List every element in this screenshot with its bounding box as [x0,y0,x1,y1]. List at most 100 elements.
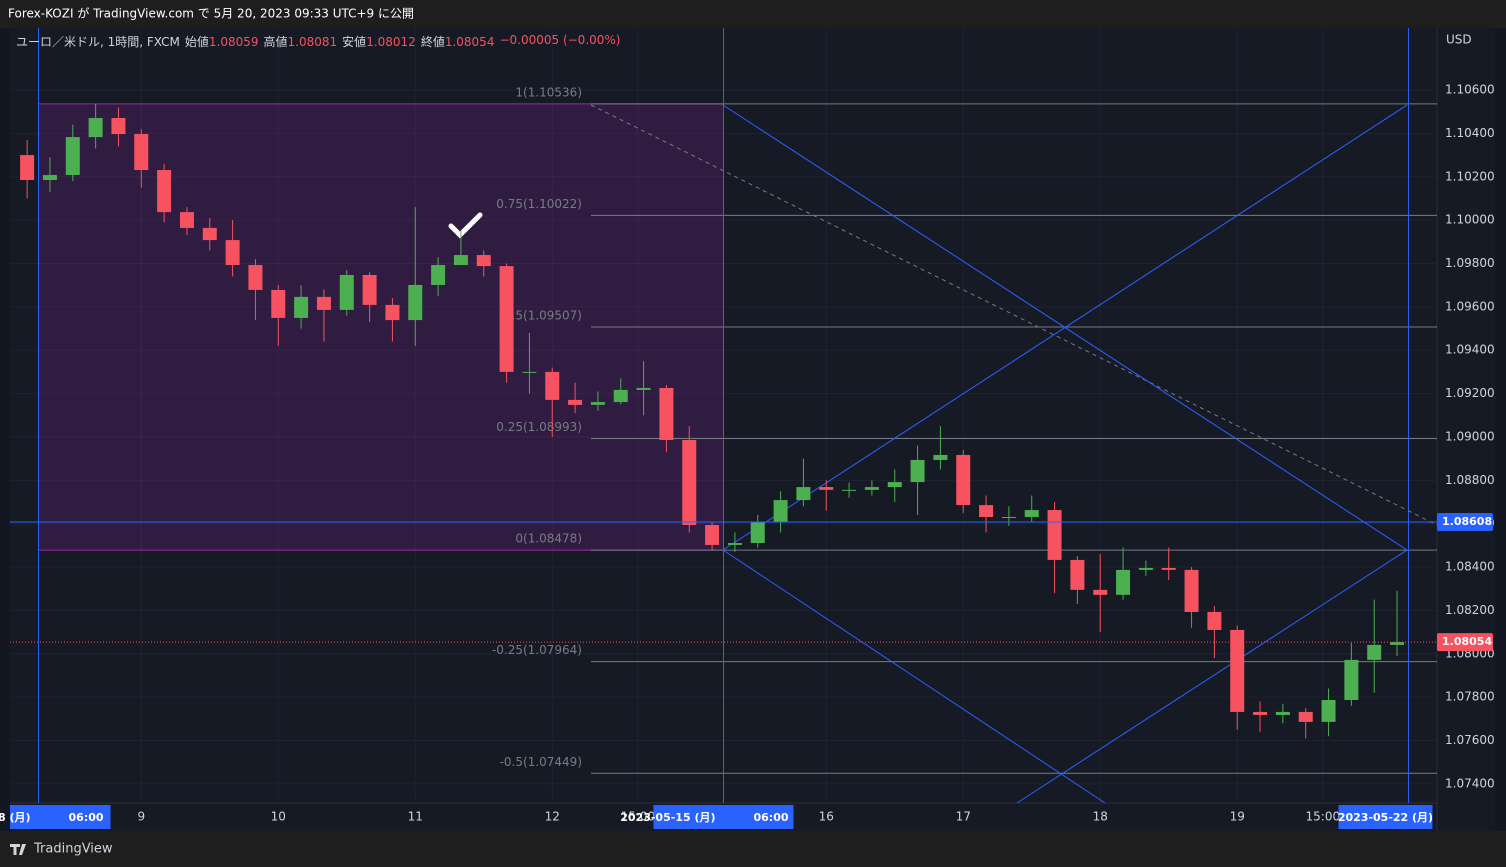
y-tick-label: 1.07600 [1445,733,1495,747]
candle-body [659,387,674,441]
candle-body [453,255,468,266]
candle-body [248,265,263,290]
candle-body [88,117,103,138]
candle-body [111,117,126,135]
time-badge-date: 2023-05-15 (月) [620,811,715,824]
legend-field: 安値1.08012 [342,33,416,50]
y-tick-label: 1.09800 [1445,256,1495,270]
fib-label: 0.25(1.08993) [496,420,582,434]
time-badge [1338,805,1433,829]
legend-field: 終値1.08054 [421,33,495,50]
time-badge-time: 06:00 [69,811,104,824]
check-mark [448,212,483,239]
legend-field: 高値1.08081 [264,33,338,50]
time-badge-date: 05-08 (月) [0,811,31,824]
currency: USD [1446,33,1472,47]
candle-body [1047,510,1062,560]
candle-body [1161,567,1176,570]
y-tick-label: 1.08200 [1445,603,1495,617]
time-badge-date: 2023-05-22 (月) [1338,811,1433,824]
y-tick-label: 1.07800 [1445,690,1495,704]
candle-body [157,170,172,213]
candle-body [636,387,651,390]
diagonal-line [1016,549,1408,804]
field-value: 1.08059 [208,35,259,49]
price-badge [1437,512,1493,531]
candle-body [864,487,879,490]
candle-body [225,240,240,266]
candle-body [682,440,697,526]
candle-body [750,521,765,544]
candle-body [42,175,57,181]
candle-body [1390,642,1405,645]
candle-body [134,134,149,171]
candle-body [1001,516,1016,518]
candle-body [796,487,811,501]
y-tick-label: 1.09400 [1445,343,1495,357]
y-tick-label: 1.08400 [1445,560,1495,574]
price-badge [1437,633,1493,652]
candle-body [65,137,80,176]
legend-change: −0.00005 (−0.00%) [499,33,621,47]
legend-field: 始値1.08059 [185,33,259,50]
candle-body [910,459,925,483]
candle-body [1253,711,1268,715]
candle-body [887,482,902,488]
field-value: 1.08081 [287,35,338,49]
fib-label: 0.75(1.10022) [496,197,582,211]
candle-body [1298,711,1313,722]
candle-body [1230,629,1245,712]
candle-body [705,525,720,545]
time-badge [10,805,111,829]
fib-label: -0.5(1.07449) [500,755,582,769]
legend-symbol: ユーロ／米ドル, 1時間, FXCM [16,35,180,49]
candle-body [613,389,628,403]
candle-body [408,284,423,321]
candle-body [1207,611,1222,630]
candle-body [819,487,834,490]
diagonal-line [722,549,1106,804]
fib-label: 0.5(1.09507) [504,309,582,323]
candle-body [979,505,994,517]
candle-body [431,265,446,285]
x-tick-label: 15:00 [621,810,656,824]
fib-label: 0(1.08478) [515,532,582,546]
logo [10,844,26,855]
candle-body [545,371,560,400]
candle-body [1344,659,1359,700]
candle-body [568,399,583,405]
time-badge [653,805,794,829]
x-tick-label: 12 [545,810,560,824]
x-tick-label: 19 [1230,810,1245,824]
candle-body [522,371,537,373]
fib-label: -0.25(1.07964) [492,643,582,657]
x-tick-label: 17 [956,810,971,824]
diagonal-line [722,104,1408,551]
candle-body [1070,559,1085,590]
candle-body [1321,699,1336,722]
price-badge-label: 1.08608 [1442,515,1492,528]
candle-body [933,454,948,460]
candle-body [294,296,309,318]
candle-body [179,212,194,228]
candle-body [956,454,971,506]
x-tick-label: 16 [819,810,834,824]
candle-body [202,227,217,241]
candle-body [1093,589,1108,595]
y-tick-label: 1.09600 [1445,299,1495,313]
candle-body [727,543,742,545]
y-tick-label: 1.08800 [1445,473,1495,487]
candle-body [842,489,857,491]
field-name: 始値 [184,35,209,49]
y-tick-label: 1.10400 [1445,126,1495,140]
y-tick-label: 1.10000 [1445,213,1495,227]
time-badge-time: 06:00 [754,811,789,824]
candle-body [271,289,286,318]
footer-bar [0,831,1506,867]
candle-body [20,155,35,181]
fib-label: 1(1.10536) [515,85,582,99]
y-tick-label: 1.09000 [1445,429,1495,443]
field-value: 1.08012 [366,35,416,49]
